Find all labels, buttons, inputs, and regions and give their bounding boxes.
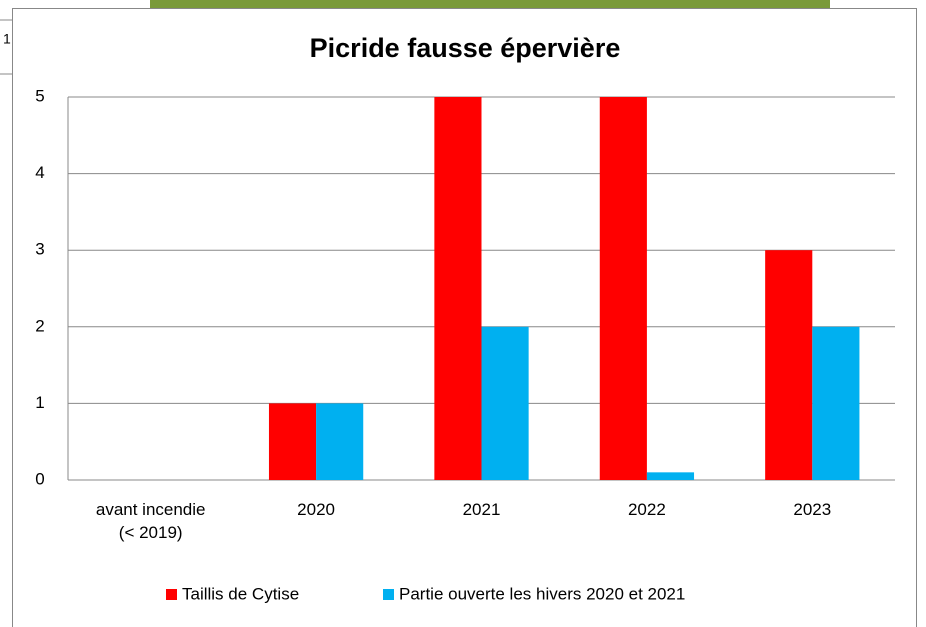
y-tick-label: 4 — [35, 163, 44, 182]
x-tick-label: 2023 — [793, 500, 832, 519]
bar — [268, 403, 317, 480]
x-tick-label: 2022 — [627, 500, 666, 519]
legend-swatch — [383, 589, 394, 600]
bar — [599, 97, 647, 480]
bar — [316, 403, 364, 480]
cell — [0, 19, 14, 75]
bar — [646, 472, 695, 480]
chart-title: Picride fausse épervière — [310, 33, 621, 63]
bar — [434, 97, 482, 480]
y-tick-label: 5 — [35, 86, 44, 105]
bar — [812, 326, 860, 480]
x-tick-label: avant incendie (< 2019) — [95, 500, 206, 542]
x-tick-label: 2021 — [462, 500, 501, 519]
photo-strip — [150, 0, 830, 8]
legend-label: Partie ouverte les hivers 2020 et 2021 — [399, 584, 685, 603]
bar — [481, 326, 529, 480]
y-tick-label: 0 — [35, 469, 44, 488]
y-tick-label: 3 — [35, 240, 44, 259]
cell-text: 1 — [3, 31, 11, 47]
y-tick-label: 2 — [35, 316, 44, 335]
legend-swatch — [166, 589, 177, 600]
bar — [765, 250, 813, 480]
legend-label: Taillis de Cytise — [182, 584, 299, 603]
y-tick-label: 1 — [35, 393, 44, 412]
x-tick-label: 2020 — [297, 500, 335, 519]
